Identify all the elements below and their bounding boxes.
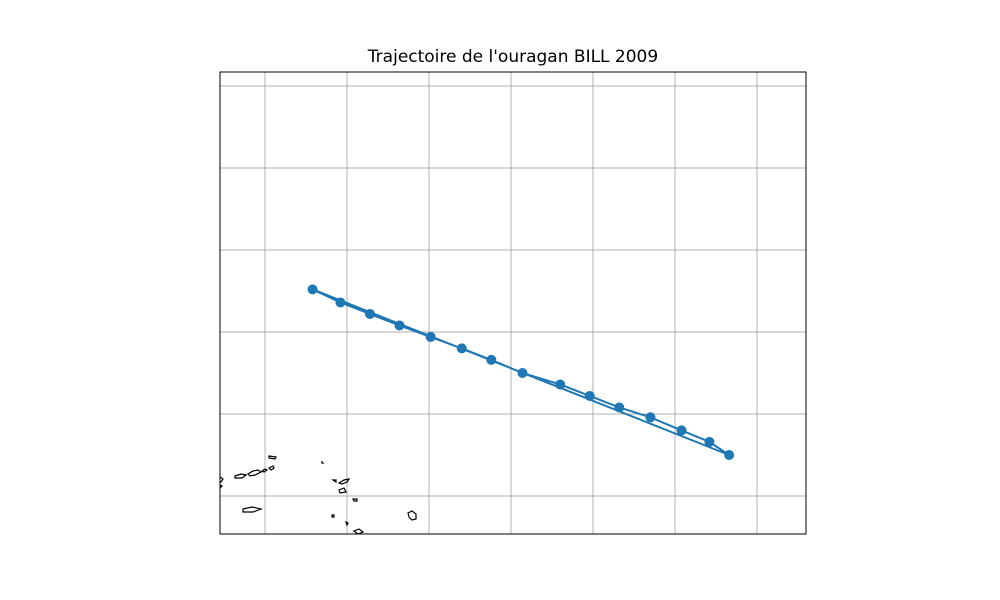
track-point xyxy=(425,331,436,342)
track-point xyxy=(307,284,318,295)
island-coastline xyxy=(331,479,337,484)
island-coastline xyxy=(331,514,335,518)
island-coastline xyxy=(220,484,224,489)
island-coastline xyxy=(220,476,224,483)
island-coastline xyxy=(337,478,351,485)
track-point xyxy=(517,368,528,378)
track-line xyxy=(312,288,730,456)
track-point xyxy=(724,450,735,460)
track-point xyxy=(486,354,497,365)
chart-title: Trajectoire de l'ouragan BILL 2009 xyxy=(367,47,659,67)
island-coastline xyxy=(352,498,358,502)
island-coastline xyxy=(338,487,347,494)
island-coastline xyxy=(344,520,349,527)
island-coastline xyxy=(352,528,365,534)
island-coastline xyxy=(267,465,275,471)
track-point xyxy=(364,308,375,319)
island-coastline xyxy=(268,455,277,460)
track-point xyxy=(676,425,687,436)
coastlines xyxy=(220,455,417,534)
axes-frame xyxy=(219,71,807,535)
track-point xyxy=(645,412,656,423)
track-point xyxy=(584,390,595,401)
track-point xyxy=(704,436,715,447)
island-coastline xyxy=(321,460,325,464)
gridlines xyxy=(220,72,806,534)
island-coastline xyxy=(242,506,264,513)
island-coastline xyxy=(247,469,263,477)
island-coastline xyxy=(407,510,417,521)
track-point xyxy=(555,379,566,390)
track-point xyxy=(394,320,405,331)
hurricane-track xyxy=(307,284,735,460)
track-point xyxy=(335,297,346,308)
track-point xyxy=(614,402,625,413)
track-point xyxy=(456,343,467,354)
island-coastline xyxy=(234,473,248,479)
island-coastline xyxy=(260,468,269,473)
